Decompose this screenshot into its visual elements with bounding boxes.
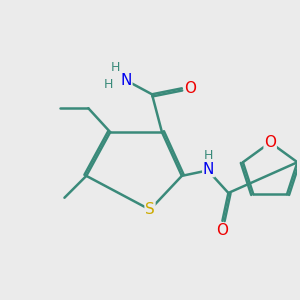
Text: N: N	[120, 73, 132, 88]
Text: H: H	[103, 78, 113, 91]
Text: H: H	[204, 149, 213, 163]
Text: O: O	[184, 81, 196, 96]
Text: N: N	[203, 162, 214, 177]
Text: O: O	[264, 135, 276, 150]
Text: H: H	[110, 61, 120, 74]
Text: S: S	[145, 202, 155, 217]
Text: O: O	[216, 223, 228, 238]
